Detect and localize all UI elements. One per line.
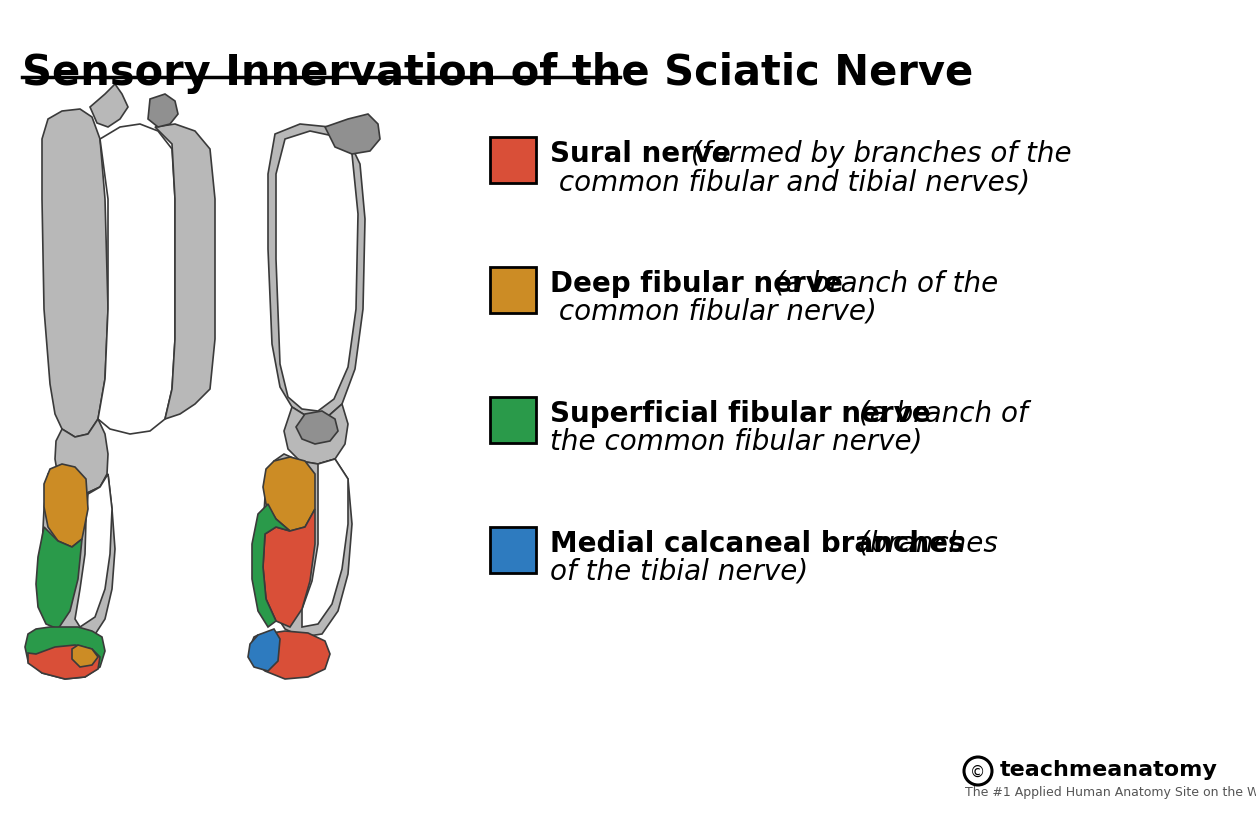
Text: Sensory Innervation of the Sciatic Nerve: Sensory Innervation of the Sciatic Nerve [23,52,973,94]
Text: ©: © [971,763,986,779]
Text: Medial calcaneal branches: Medial calcaneal branches [550,529,965,557]
Polygon shape [72,645,98,667]
Text: Sural nerve: Sural nerve [550,140,731,168]
Polygon shape [154,124,215,419]
FancyBboxPatch shape [490,268,536,314]
Polygon shape [25,627,106,679]
FancyBboxPatch shape [490,527,536,573]
Polygon shape [284,405,348,464]
Text: of the tibial nerve): of the tibial nerve) [550,557,809,586]
FancyBboxPatch shape [490,397,536,443]
Text: common fibular and tibial nerves): common fibular and tibial nerves) [550,168,1030,196]
Polygon shape [247,629,280,672]
Polygon shape [296,411,338,445]
Polygon shape [325,115,381,155]
Text: teachmeanatomy: teachmeanatomy [1000,759,1218,779]
Polygon shape [44,464,88,547]
Text: (formed by branches of the: (formed by branches of the [682,140,1071,168]
Polygon shape [41,469,116,641]
Polygon shape [36,527,82,629]
Text: (a branch of the: (a branch of the [766,269,999,297]
Polygon shape [28,645,100,679]
Polygon shape [301,459,348,627]
Polygon shape [55,419,108,495]
Text: Superficial fibular nerve: Superficial fibular nerve [550,400,931,428]
Polygon shape [263,509,315,627]
Text: common fibular nerve): common fibular nerve) [550,297,877,326]
Polygon shape [276,132,358,411]
Text: The #1 Applied Human Anatomy Site on the Web.: The #1 Applied Human Anatomy Site on the… [965,785,1256,798]
Text: the common fibular nerve): the common fibular nerve) [550,428,922,455]
Polygon shape [263,455,352,637]
Text: (a branch of: (a branch of [850,400,1027,428]
Polygon shape [263,458,315,532]
Polygon shape [148,95,178,128]
Polygon shape [268,124,365,419]
Polygon shape [41,110,108,437]
Text: Deep fibular nerve: Deep fibular nerve [550,269,843,297]
Polygon shape [90,85,128,128]
Polygon shape [252,505,290,627]
Text: (branches: (branches [850,529,997,557]
Polygon shape [75,474,112,627]
FancyBboxPatch shape [490,138,536,183]
Polygon shape [250,631,330,679]
Polygon shape [98,124,175,434]
